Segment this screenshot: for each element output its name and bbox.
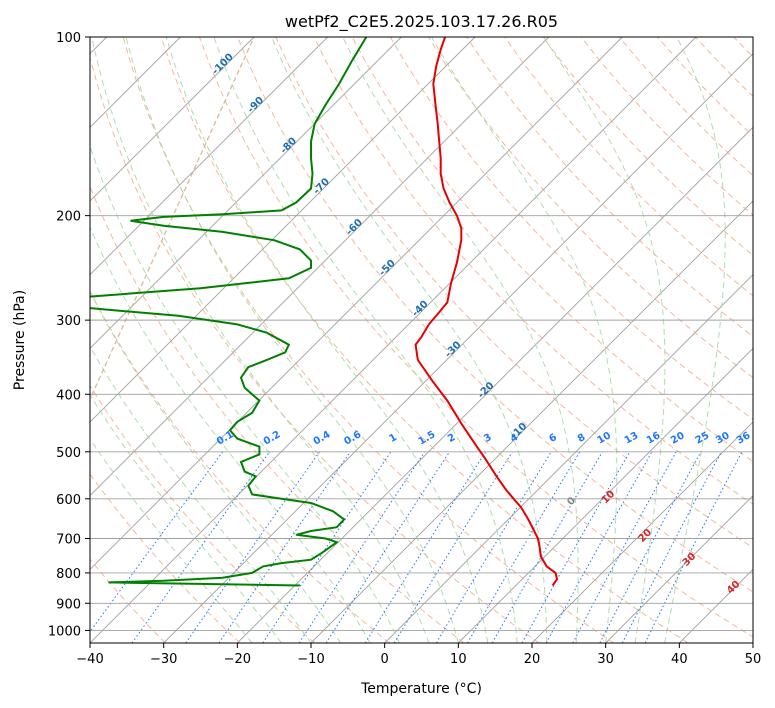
moist-adiabat-line bbox=[342, 37, 579, 643]
moist-adiabat-line bbox=[125, 37, 459, 643]
dry-adiabat-line bbox=[160, 37, 689, 643]
dry-adiabat-line bbox=[427, 37, 753, 379]
moist-adiabat-line bbox=[90, 225, 371, 643]
moist-adiabat-line bbox=[90, 144, 400, 643]
dry-adiabat-line bbox=[351, 37, 753, 463]
y-tick-label: 600 bbox=[56, 493, 81, 508]
plot-frame bbox=[89, 36, 754, 644]
x-tick-label: −30 bbox=[150, 652, 177, 667]
dry-adiabat-line bbox=[199, 37, 753, 638]
axes: −40 −30 −20 −10 0 10 20 30 40 50 100 200 300 400 500 60… bbox=[48, 31, 761, 667]
mixing-ratio-line bbox=[599, 451, 702, 643]
x-tick-label: −10 bbox=[297, 652, 324, 667]
x-tick-label: 50 bbox=[745, 652, 762, 667]
moist-adiabat-line bbox=[664, 37, 726, 643]
dry-adiabat-line bbox=[90, 473, 241, 643]
y-axis-label: Pressure (hPa) bbox=[12, 290, 28, 390]
moist-adiabat-line bbox=[543, 37, 666, 643]
moist-adiabat-line bbox=[90, 393, 282, 643]
moist-adiabat-line bbox=[165, 37, 489, 643]
y-tick-label: 1000 bbox=[48, 624, 81, 639]
moist-adiabat-line bbox=[431, 37, 618, 643]
mixing-ratio-line bbox=[572, 451, 677, 643]
x-tick-label: −20 bbox=[224, 652, 251, 667]
isotherm-line bbox=[90, 37, 549, 497]
y-tick-label: 100 bbox=[56, 31, 81, 46]
x-tick-label: 40 bbox=[671, 652, 688, 667]
dry-adiabat-line bbox=[466, 37, 753, 338]
y-tick-label: 800 bbox=[56, 567, 81, 582]
mixing-ratio-label: 3 bbox=[482, 432, 494, 445]
mixing-ratio-line bbox=[364, 451, 487, 643]
moist-adiabat-line bbox=[90, 437, 253, 643]
isotherm-line bbox=[310, 200, 753, 643]
mixing-ratio-line bbox=[90, 451, 224, 633]
dry-adiabat-line bbox=[313, 37, 753, 505]
mixing-ratio-label: 8 bbox=[576, 432, 588, 445]
x-axis-label: Temperature (°C) bbox=[360, 681, 482, 697]
isotherm-line bbox=[90, 37, 255, 202]
x-tick-label: 0 bbox=[381, 652, 389, 667]
mixing-ratio-line bbox=[185, 451, 321, 643]
x-tick-label: 20 bbox=[524, 652, 541, 667]
dry-adiabat-line bbox=[90, 185, 465, 643]
isotherm-line bbox=[531, 421, 753, 643]
dry-adiabat-line bbox=[389, 37, 753, 420]
isotherm-line bbox=[90, 37, 402, 349]
dry-adiabat-line bbox=[90, 290, 390, 643]
moist-adiabat-line bbox=[213, 37, 518, 643]
mixing-ratio-label: 2 bbox=[446, 432, 458, 445]
plot-area: 0.1 0.2 0.4 0.6 1 1.5 2 3 4 6 8 10 13 16 20 25 30 36-100-… bbox=[90, 37, 753, 643]
isotherm-line bbox=[90, 37, 623, 570]
dry-adiabat-line bbox=[237, 37, 753, 593]
temperature-profile-line bbox=[414, 37, 559, 587]
y-tick-label: 200 bbox=[56, 210, 81, 225]
mixing-ratio-line bbox=[521, 451, 631, 643]
mixing-ratio-line bbox=[435, 451, 552, 643]
dry-adiabat-line bbox=[90, 55, 540, 643]
x-tick-label: 10 bbox=[450, 652, 467, 667]
moist-adiabat-line bbox=[91, 37, 430, 643]
mixing-ratio-line bbox=[325, 451, 451, 643]
dewpoint-profile-line bbox=[90, 37, 368, 587]
y-tick-label: 300 bbox=[56, 314, 81, 329]
isotherm-line bbox=[163, 53, 753, 643]
isotherm-line bbox=[90, 37, 328, 276]
dry-adiabat-line bbox=[90, 384, 316, 643]
mixing-ratio-line bbox=[298, 451, 426, 643]
x-tick-label: 30 bbox=[597, 652, 614, 667]
mixing-ratio-label: 6 bbox=[547, 432, 559, 445]
mixing-ratio-label: 1 bbox=[388, 432, 400, 445]
dry-adiabat-line bbox=[122, 37, 614, 643]
moist-adiabat-line bbox=[90, 345, 312, 643]
mixing-ratio-label: 4 bbox=[509, 432, 521, 445]
y-tick-label: 400 bbox=[56, 388, 81, 403]
reference-curve-line bbox=[90, 37, 255, 401]
isotherm-line bbox=[384, 274, 753, 643]
isotherm-line bbox=[458, 347, 753, 643]
moist-adiabat-line bbox=[90, 290, 341, 643]
y-tick-label: 500 bbox=[56, 446, 81, 461]
isotherm-line bbox=[90, 37, 697, 643]
mixing-ratio-line bbox=[218, 451, 351, 643]
mixing-ratio-line bbox=[644, 451, 743, 643]
mixing-ratio-line bbox=[262, 451, 392, 643]
isotherm-line bbox=[605, 495, 753, 643]
x-tick-label: −40 bbox=[76, 652, 103, 667]
mixing-ratio-line bbox=[545, 451, 653, 643]
chart-title: wetPf2_C2E5.2025.103.17.26.R05 bbox=[285, 12, 558, 32]
y-tick-label: 900 bbox=[56, 597, 81, 612]
dry-adiabat-line bbox=[504, 37, 753, 297]
y-tick-label: 700 bbox=[56, 533, 81, 548]
mixing-ratio-line bbox=[131, 451, 271, 643]
dry-adiabat-line bbox=[275, 37, 753, 549]
isotherm-line bbox=[90, 37, 476, 423]
